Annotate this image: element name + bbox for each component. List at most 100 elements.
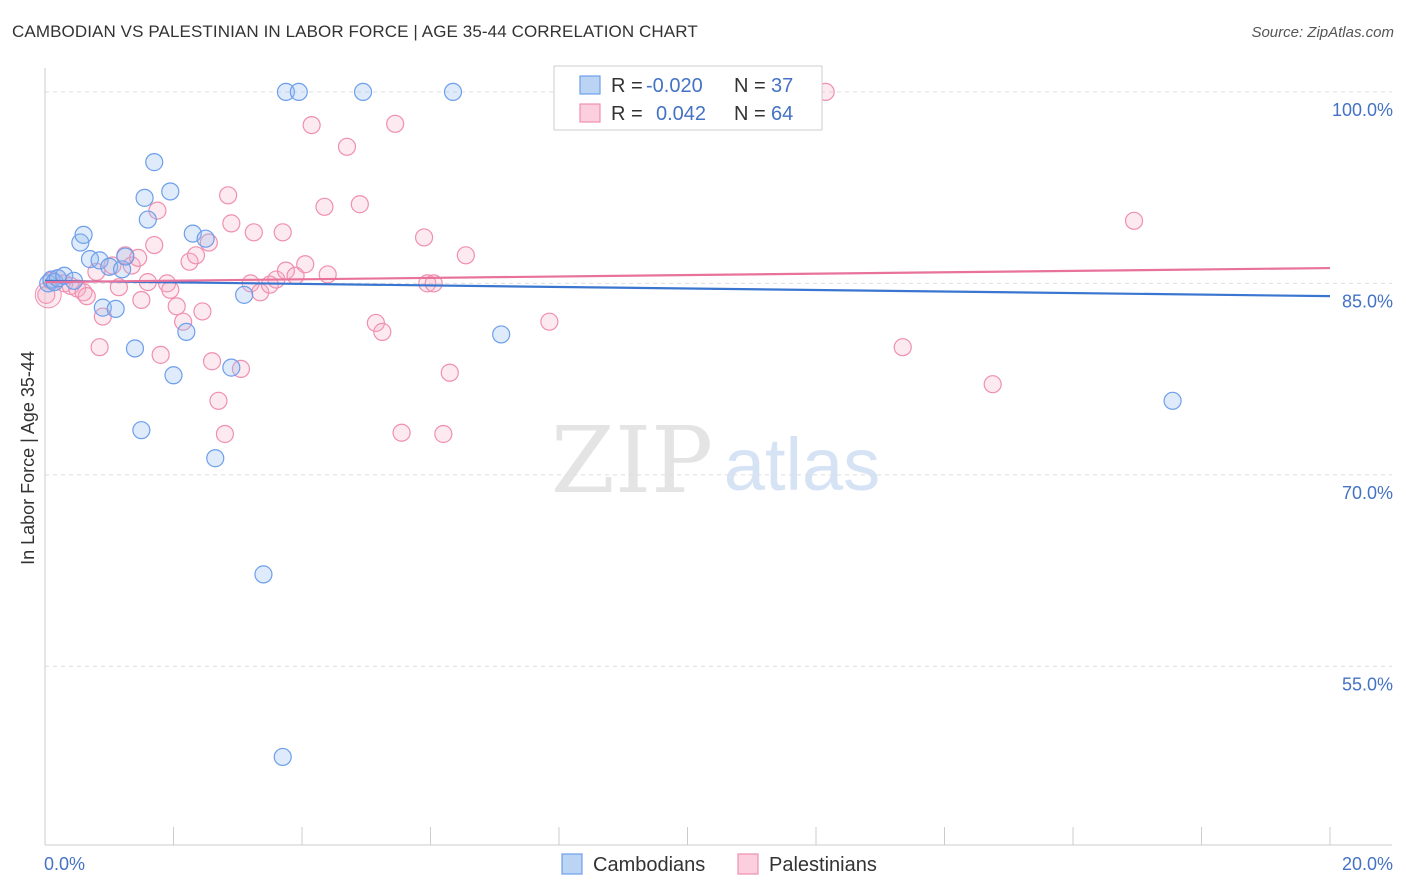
cambodian-point [145, 153, 164, 172]
gridlines [45, 91, 1392, 667]
palestinian-point [193, 302, 212, 321]
cambodians-trend-line [44, 279, 1331, 298]
cambodian-point [132, 421, 151, 440]
legend-r-label-1: R = [611, 75, 643, 97]
cambodian-point [1163, 391, 1182, 410]
y-tick-label: 55.0% [1342, 674, 1393, 694]
y-tick-labels: 100.0% 85.0% 70.0% 55.0% [1332, 100, 1393, 694]
y-tick-label: 100.0% [1332, 100, 1393, 120]
palestinian-point [392, 423, 411, 442]
palestinians-trend-line [44, 266, 1331, 284]
cambodian-point [492, 325, 511, 344]
legend-swatch-palestinians [579, 103, 601, 123]
palestinian-point [215, 424, 234, 444]
legend-n-label-1: N = [734, 75, 766, 97]
watermark-zip: ZIP [551, 407, 713, 514]
palestinian-point [296, 255, 315, 274]
palestinian-point [983, 375, 1002, 394]
palestinian-point [273, 223, 292, 242]
palestinian-point [202, 352, 222, 371]
palestinian-point [456, 246, 475, 265]
palestinian-point [540, 312, 559, 331]
legend-n-value-2: 64 [771, 103, 793, 125]
chart-title: CAMBODIAN VS PALESTINIAN IN LABOR FORCE … [12, 22, 698, 41]
bottom-legend-swatch-cambodians [561, 853, 583, 875]
palestinian-point [231, 359, 251, 378]
palestinian-point [434, 424, 453, 444]
cambodian-point [196, 229, 215, 248]
trend-lines [44, 266, 1331, 298]
bottom-legend-swatch-palestinians [737, 853, 759, 875]
y-axis-label: In Labor Force | Age 35-44 [18, 351, 38, 565]
legend-n-value-1: 37 [771, 75, 793, 97]
legend-swatch-cambodians [579, 75, 601, 95]
bottom-legend-palestinians: Palestinians [769, 854, 877, 876]
cambodian-point [80, 250, 100, 269]
palestinian-point [167, 297, 186, 316]
legend-r-value-2: 0.042 [656, 103, 706, 125]
cambodian-point [443, 82, 463, 102]
palestinian-point [414, 228, 434, 247]
palestinian-point [1124, 211, 1144, 230]
palestinian-point [174, 312, 193, 331]
chart-source: Source: ZipAtlas.com [1251, 24, 1394, 41]
x-tick-label-min: 0.0% [44, 854, 85, 874]
cambodians-points [39, 82, 1182, 767]
palestinian-point [186, 246, 206, 265]
palestinian-point [109, 278, 128, 297]
legend-r-value-1: -0.020 [646, 75, 703, 97]
series-legend: Cambodians Palestinians [561, 853, 877, 876]
palestinian-point [350, 195, 369, 214]
cambodian-point [135, 188, 154, 207]
palestinian-point [318, 265, 337, 284]
palestinian-point [366, 313, 385, 333]
palestinian-point [337, 137, 357, 156]
palestinian-point [386, 114, 405, 133]
cambodian-point [161, 182, 180, 201]
palestinian-point [373, 322, 392, 341]
cambodian-point [177, 322, 196, 341]
cambodian-point [90, 251, 109, 270]
watermark: ZIP atlas [551, 407, 880, 514]
axes [44, 68, 1392, 846]
watermark-atlas: atlas [724, 423, 880, 506]
cambodian-point [289, 82, 308, 102]
legend-r-label-2: R = [611, 103, 643, 125]
palestinian-point [222, 214, 241, 233]
cambodian-point [206, 449, 225, 468]
cambodian-point [106, 299, 125, 319]
palestinian-point [424, 274, 443, 293]
palestinian-point [302, 115, 321, 135]
cambodian-point [273, 747, 292, 767]
cambodian-point [138, 210, 157, 229]
cambodian-point [116, 247, 135, 266]
cambodian-point [125, 339, 145, 358]
bottom-legend-cambodians: Cambodians [593, 854, 705, 876]
cambodian-point [74, 225, 93, 244]
palestinian-point [145, 235, 164, 255]
correlation-legend: R = -0.020 N = 37 R = 0.042 N = 64 [553, 65, 823, 131]
cambodian-point [164, 366, 183, 385]
palestinian-point [893, 338, 912, 357]
palestinian-point [151, 345, 170, 364]
cambodian-point [222, 358, 241, 377]
legend-n-label-2: N = [734, 103, 766, 125]
palestinian-point [132, 290, 151, 310]
palestinian-point [209, 391, 228, 410]
x-tick-labels: 0.0% 20.0% [44, 854, 1393, 874]
palestinian-point [219, 186, 238, 205]
palestinian-point [161, 280, 180, 299]
y-tick-label: 70.0% [1342, 483, 1393, 503]
cambodian-point [235, 285, 254, 304]
palestinian-point [90, 338, 109, 357]
palestinian-point [418, 274, 437, 293]
x-tick-label-max: 20.0% [1342, 854, 1393, 874]
cambodian-point [276, 82, 296, 102]
cambodian-point [353, 82, 373, 102]
palestinian-point [315, 197, 334, 216]
cambodian-point [254, 565, 273, 584]
palestinian-point [77, 287, 96, 306]
y-tick-label: 85.0% [1342, 291, 1393, 311]
palestinians-points [34, 82, 1144, 444]
